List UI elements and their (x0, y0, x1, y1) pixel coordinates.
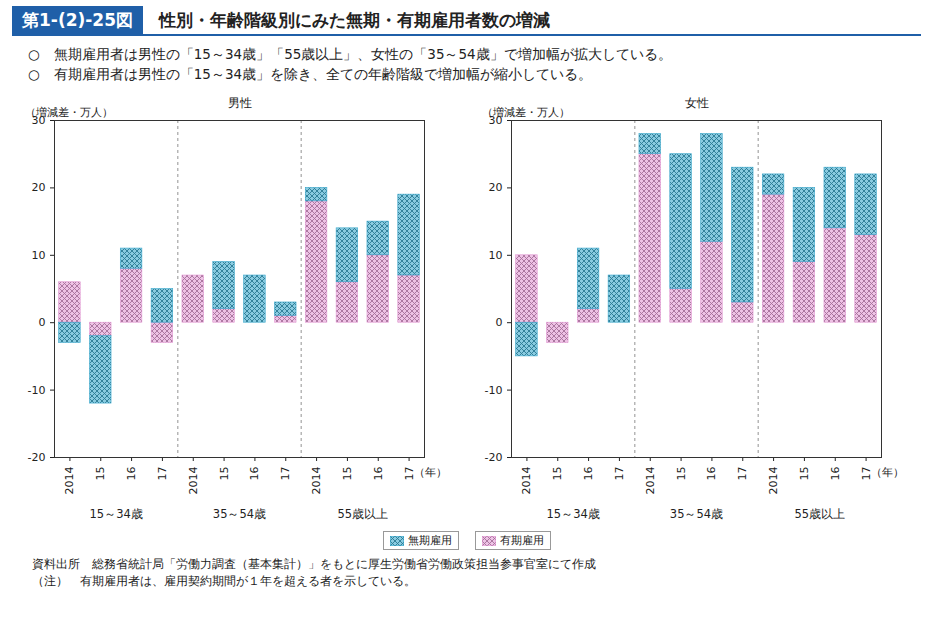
svg-text:17: 17 (156, 467, 169, 481)
html-text:無期雇用: 無期雇用 (407, 534, 452, 547)
svg-text:（増減差・万人）: （増減差・万人） (25, 106, 113, 119)
svg-text:15: 15 (341, 467, 354, 481)
svg-text:（年）: （年） (414, 466, 447, 479)
svg-text:17: 17 (613, 467, 626, 481)
svg-text:2014: 2014 (187, 467, 200, 495)
svg-text:16: 16 (372, 467, 385, 481)
svg-text:15: 15 (675, 467, 688, 481)
svg-text:35～54歳: 35～54歳 (213, 507, 266, 521)
svg-text:-20: -20 (485, 451, 503, 464)
svg-text:16: 16 (248, 467, 261, 481)
svg-text:17: 17 (859, 466, 873, 481)
html-text:有期雇用: 有期雇用 (499, 534, 544, 547)
svg-text:15: 15 (798, 467, 811, 481)
svg-text:55歳以上: 55歳以上 (795, 507, 846, 521)
svg-text:-10: -10 (485, 384, 503, 397)
svg-text:2014: 2014 (520, 467, 533, 495)
svg-text:20: 20 (489, 181, 503, 194)
svg-text:男性: 男性 (228, 96, 252, 110)
html-text:○ 有期雇用者は男性の「15～34歳」を除き、全ての年齢階級: ○ 有期雇用者は男性の「15～34歳」を除き、全ての年齢階級で増加幅が縮小してい… (28, 66, 593, 82)
svg-text:-10: -10 (28, 384, 46, 397)
svg-text:15: 15 (551, 467, 564, 481)
svg-text:30: 30 (31, 114, 46, 127)
svg-text:（年）: （年） (871, 466, 904, 479)
svg-text:16: 16 (125, 467, 138, 481)
svg-text:17: 17 (402, 466, 416, 481)
svg-text:2014: 2014 (63, 467, 76, 495)
svg-text:15: 15 (218, 467, 231, 481)
html-text:資料出所 総務省統計局「労働力調査（基本集計）」をもとに厚生: 資料出所 総務省統計局「労働力調査（基本集計）」をもとに厚生労働省労働政策担当参… (32, 557, 596, 571)
svg-text:10: 10 (32, 249, 46, 262)
svg-text:15～34歳: 15～34歳 (547, 507, 600, 521)
svg-text:-20: -20 (28, 451, 46, 464)
svg-text:15: 15 (94, 467, 107, 481)
svg-text:10: 10 (489, 249, 503, 262)
svg-text:（増減差・万人）: （増減差・万人） (482, 106, 570, 119)
html-text:（注） 有期雇用者は、雇用契約期間が１年を超える者を示してい: （注） 有期雇用者は、雇用契約期間が１年を超える者を示している。 (32, 574, 416, 588)
svg-text:17: 17 (736, 467, 749, 481)
svg-text:15～34歳: 15～34歳 (90, 507, 143, 521)
svg-text:35～54歳: 35～54歳 (670, 507, 723, 521)
svg-text:16: 16 (705, 467, 718, 481)
svg-text:20: 20 (32, 181, 46, 194)
svg-text:2014: 2014 (310, 467, 323, 495)
svg-text:30: 30 (488, 114, 503, 127)
svg-text:55歳以上: 55歳以上 (338, 507, 389, 521)
svg-text:0: 0 (496, 316, 503, 329)
html-text:○ 無期雇用者は男性の「15～34歳」「55歳以上」、女性の: ○ 無期雇用者は男性の「15～34歳」「55歳以上」、女性の「35～54歳」で増… (28, 46, 672, 62)
svg-text:2014: 2014 (644, 467, 657, 495)
svg-text:16: 16 (582, 467, 595, 481)
html-text:第1-(2)-25図: 第1-(2)-25図 (22, 9, 133, 30)
svg-text:0: 0 (39, 316, 46, 329)
html-text:性別・年齢階級別にみた無期・有期雇用者数の増減: 性別・年齢階級別にみた無期・有期雇用者数の増減 (159, 9, 550, 30)
svg-text:17: 17 (279, 467, 292, 481)
svg-text:2014: 2014 (767, 467, 780, 495)
svg-text:女性: 女性 (685, 96, 709, 110)
svg-text:16: 16 (829, 467, 842, 481)
